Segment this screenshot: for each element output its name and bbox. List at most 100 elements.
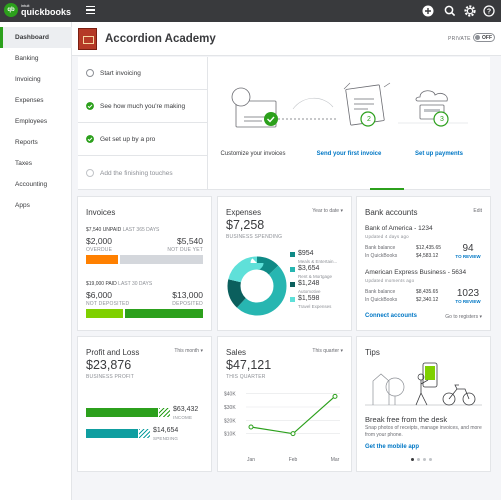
svg-text:?: ? (487, 9, 491, 16)
income-bar[interactable] (86, 408, 158, 417)
expenses-period-dropdown[interactable]: Year to date ▾ (312, 208, 343, 214)
quickbooks-logo[interactable]: qb intuit quickbooks (4, 3, 71, 17)
set-up-payments-link[interactable]: Set up payments (414, 151, 463, 157)
setup-step-start-invoicing[interactable]: Start invoicing (78, 57, 208, 90)
legend-item[interactable]: $1,248 Automotive (290, 280, 348, 295)
sales-line-chart[interactable]: $40K $30K $20K $10K Jan Feb Mar (218, 381, 351, 467)
step-circle-icon (86, 69, 94, 77)
help-icon[interactable]: ? (482, 4, 496, 18)
expenses-total-label: BUSINESS SPENDING (226, 234, 283, 240)
privacy-toggle[interactable]: OFF (473, 33, 495, 42)
setup-step-pro[interactable]: Get set up by a pro (78, 123, 208, 156)
sidebar-item-apps[interactable]: Apps (15, 202, 30, 209)
privacy-label: PRIVATE (448, 36, 471, 42)
expenses-donut-chart[interactable] (224, 253, 290, 319)
legend-label: Automotive (298, 289, 321, 294)
company-logo (78, 28, 97, 50)
donut-slice-3[interactable] (227, 256, 287, 316)
go-to-registers-dropdown[interactable]: Go to registers ▾ (445, 314, 482, 320)
sales-card: Sales This quarter ▾ $47,121 THIS QUARTE… (218, 337, 351, 471)
sidebar-item-accounting[interactable]: Accounting (15, 181, 48, 188)
y-tick-label: $20K (224, 418, 236, 424)
invoices-card: Invoices $7,540 UNPAID LAST 365 DAYS $2,… (78, 197, 211, 330)
deposited-label: DEPOSITED (172, 301, 203, 307)
sidebar-item-banking[interactable]: Banking (15, 55, 39, 62)
legend-label: Rent & Mortgage (298, 274, 333, 279)
setup-step-see-making[interactable]: See how much you're making (78, 90, 208, 123)
unpaid-bar[interactable] (86, 255, 203, 264)
tip-headline: Break free from the desk (365, 415, 448, 424)
account-updated: Updated 4 days ago (365, 234, 409, 239)
search-icon[interactable] (443, 4, 457, 18)
profit-loss-period-dropdown[interactable]: This month ▾ (174, 348, 203, 354)
sidebar-item-employees[interactable]: Employees (15, 118, 48, 125)
legend-amount: $3,654 (298, 265, 320, 272)
sidebar-item-dashboard[interactable]: Dashboard (0, 27, 72, 48)
bank-balance: $12,435.65 (416, 245, 442, 251)
legend-amount: $1,598 (298, 295, 320, 302)
carousel-dots[interactable] (357, 458, 490, 462)
bank-accounts-card: Bank accounts Edit Bank of America - 123… (357, 197, 490, 330)
bank-balance: $8,435.65 (416, 289, 439, 295)
deposited-bar-segment (125, 309, 203, 318)
legend-swatch (290, 267, 295, 272)
get-mobile-app-link[interactable]: Get the mobile app (365, 444, 420, 450)
chevron-down-icon: ▾ (479, 314, 482, 320)
check-circle-icon (86, 135, 94, 143)
legend-amount: $954 (298, 250, 314, 257)
sales-point[interactable] (290, 431, 296, 437)
step-number-2: 2 (367, 116, 371, 123)
to-review-link[interactable]: TO REVIEW (455, 299, 481, 304)
y-tick-label: $30K (224, 405, 236, 411)
legend-label: Meals & Entertain... (298, 259, 338, 264)
review-count: 94 (462, 243, 474, 254)
step-label: Add the finishing touches (100, 170, 173, 177)
check-circle-icon (86, 102, 94, 110)
carousel-dot[interactable] (411, 458, 414, 461)
overdue-bar-segment (86, 255, 118, 264)
carousel-dot[interactable] (417, 458, 420, 461)
chevron-down-icon: ▾ (340, 348, 343, 354)
sidebar-item-taxes[interactable]: Taxes (15, 160, 32, 167)
spending-label: SPENDING (153, 436, 179, 441)
legend-item[interactable]: $1,598 Travel Expenses (290, 295, 348, 310)
income-bar-pending (159, 408, 170, 417)
income-amount: $63,432 (173, 406, 199, 413)
bank-balance-label: Bank balance (365, 289, 396, 295)
qb-balance: $2,340.12 (416, 297, 439, 303)
expenses-legend: $954 Meals & Entertain... $3,654 Rent & … (290, 250, 348, 310)
donut-slice-1[interactable] (227, 256, 287, 316)
sidebar-item-invoicing[interactable]: Invoicing (15, 76, 41, 83)
paid-bar[interactable] (86, 309, 203, 318)
create-plus-icon[interactable] (421, 4, 435, 18)
sidebar-item-reports[interactable]: Reports (15, 139, 38, 146)
sales-point[interactable] (248, 424, 254, 430)
profit-label: BUSINESS PROFIT (86, 374, 135, 380)
step-label: Start invoicing (100, 70, 141, 77)
connect-accounts-link[interactable]: Connect accounts (365, 313, 418, 319)
setup-step-finishing[interactable]: Add the finishing touches (78, 156, 208, 189)
sidebar-item-expenses[interactable]: Expenses (15, 97, 44, 104)
carousel-dot[interactable] (429, 458, 432, 461)
sales-total-label: THIS QUARTER (226, 374, 266, 380)
carousel-dot[interactable] (423, 458, 426, 461)
account-updated: Updated moments ago (365, 278, 415, 283)
send-first-invoice-link[interactable]: Send your first invoice (316, 151, 382, 157)
hamburger-menu-icon[interactable] (86, 6, 95, 14)
paid-summary: $19,000 PAID LAST 30 DAYS (86, 281, 153, 287)
legend-swatch (290, 252, 295, 257)
bank-edit-link[interactable]: Edit (473, 208, 482, 214)
overdue-amount: $2,000 (86, 236, 112, 246)
sales-period-dropdown[interactable]: This quarter ▾ (312, 348, 343, 354)
setup-illustration: LOGO 2 3 Customize your invoices Send yo… (208, 57, 490, 190)
top-bar: qb intuit quickbooks ? (0, 0, 501, 22)
chevron-down-icon: ▾ (200, 348, 203, 354)
to-review-link[interactable]: TO REVIEW (455, 254, 481, 259)
sales-point[interactable] (332, 393, 338, 399)
gear-icon[interactable] (463, 4, 477, 18)
donut-slice-2[interactable] (227, 256, 287, 316)
legend-item[interactable]: $954 Meals & Entertain... (290, 250, 348, 265)
spending-bar[interactable] (86, 429, 138, 438)
legend-item[interactable]: $3,654 Rent & Mortgage (290, 265, 348, 280)
step-label: Get set up by a pro (100, 136, 156, 143)
